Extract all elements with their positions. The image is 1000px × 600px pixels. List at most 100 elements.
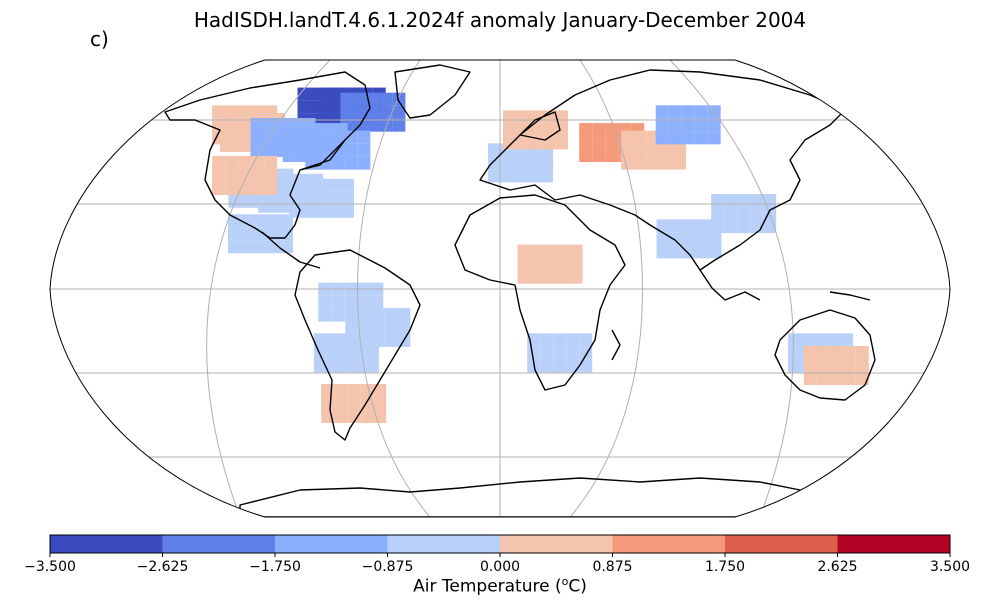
colorbar-tick-label: 3.500 xyxy=(929,559,971,575)
anomaly-cell-south-america xyxy=(384,334,398,347)
anomaly-cell-canada xyxy=(305,130,319,144)
anomaly-cell-south-america xyxy=(357,295,371,309)
anomaly-grid-cells xyxy=(212,87,869,423)
anomaly-cell-africa xyxy=(556,257,570,271)
anomaly-cell-southern-africa xyxy=(553,333,567,347)
anomaly-cell-south-america xyxy=(384,308,398,321)
anomaly-cell-mexico xyxy=(254,214,268,228)
anomaly-cell-canada xyxy=(318,130,332,144)
anomaly-cell-southern-africa xyxy=(527,346,541,360)
anomaly-cell-india xyxy=(708,219,722,233)
anomaly-cell-south-america xyxy=(358,321,372,334)
anomaly-cell-south-america xyxy=(358,308,372,321)
anomaly-cell-patagonia xyxy=(347,384,361,397)
anomaly-cell-africa xyxy=(530,257,544,271)
anomaly-cell-usa-west xyxy=(251,156,265,169)
anomaly-cell-russia xyxy=(647,156,661,170)
anomaly-cell-usa-west xyxy=(238,156,252,169)
anomaly-cell-mexico xyxy=(228,214,242,228)
anomaly-cell-siberia xyxy=(668,131,682,145)
colorbar-segment xyxy=(50,535,163,553)
anomaly-cell-south-america xyxy=(397,321,411,334)
anomaly-cell-north-america-arctic xyxy=(379,105,393,119)
anomaly-cell-southern-africa xyxy=(566,346,580,360)
anomaly-cell-russia xyxy=(592,123,606,137)
anomaly-cell-usa-west xyxy=(251,182,265,195)
anomaly-cell-canada xyxy=(318,143,332,157)
anomaly-cell-scandinavia xyxy=(528,136,542,150)
anomaly-cell-australia xyxy=(829,359,843,372)
anomaly-cell-india xyxy=(669,219,683,233)
anomaly-cell-mexico xyxy=(267,214,281,228)
anomaly-cell-south-america xyxy=(318,295,332,309)
anomaly-cell-australia xyxy=(788,359,802,373)
anomaly-cell-south-america xyxy=(371,308,385,321)
anomaly-cell-canada xyxy=(250,144,264,157)
anomaly-cell-south-america xyxy=(384,321,398,334)
colorbar-label: Air Temperature (oC) xyxy=(413,575,587,597)
anomaly-cell-usa xyxy=(328,178,342,192)
anomaly-cell-india xyxy=(656,245,670,259)
anomaly-cell-australia xyxy=(855,359,869,372)
anomaly-cell-australia xyxy=(803,372,817,385)
anomaly-cell-siberia xyxy=(655,131,669,145)
anomaly-cell-mexico xyxy=(280,214,294,228)
anomaly-cell-south-america xyxy=(318,308,332,322)
anomaly-cell-usa-west xyxy=(225,182,239,195)
anomaly-cell-india xyxy=(695,232,709,246)
anomaly-cell-south-america xyxy=(339,333,353,347)
colorbar-tick-label: 0.000 xyxy=(479,559,521,575)
anomaly-cell-south-america xyxy=(344,295,358,309)
anomaly-cell-mexico xyxy=(241,214,255,228)
graticule xyxy=(50,60,950,517)
colorbar-tick-label: 0.875 xyxy=(592,559,633,575)
anomaly-cell-russia xyxy=(634,143,648,157)
anomaly-cell-australia xyxy=(842,372,856,385)
colorbar-segment xyxy=(837,535,951,553)
anomaly-cell-russia xyxy=(660,156,674,170)
anomaly-cell-africa xyxy=(569,270,583,284)
anomaly-cell-usa-west xyxy=(238,169,252,182)
anomaly-cell-africa xyxy=(530,244,544,258)
anomaly-cell-scandinavia xyxy=(528,123,542,137)
anomaly-cell-india xyxy=(682,232,696,246)
anomaly-cell-usa-west xyxy=(264,169,278,182)
anomaly-cell-canada xyxy=(263,118,277,131)
anomaly-cell-europe xyxy=(527,156,541,170)
anomaly-cell-australia xyxy=(816,346,830,359)
anomaly-cell-siberia xyxy=(694,131,708,145)
colorbar-segment xyxy=(275,535,388,553)
anomaly-cell-australia xyxy=(855,372,869,385)
anomaly-cell-patagonia xyxy=(373,410,387,423)
anomaly-cell-patagonia xyxy=(334,397,348,410)
anomaly-cell-africa xyxy=(543,270,557,284)
anomaly-cell-india xyxy=(708,232,722,246)
anomaly-cell-southern-africa xyxy=(566,359,580,373)
anomaly-cell-canada xyxy=(331,156,345,170)
anomaly-cell-europe xyxy=(527,169,541,183)
anomaly-cell-india xyxy=(682,245,696,259)
anomaly-cell-canada xyxy=(357,156,371,170)
anomaly-cell-china xyxy=(737,220,751,233)
anomaly-cell-europe xyxy=(501,169,515,183)
anomaly-cell-europe xyxy=(488,143,502,157)
anomaly-cell-north-america-arctic xyxy=(310,87,324,101)
anomaly-cell-usa xyxy=(341,204,355,218)
anomaly-cell-patagonia xyxy=(360,410,374,423)
anomaly-cell-mexico xyxy=(267,240,281,254)
anomaly-cell-scandinavia xyxy=(515,136,529,150)
anomaly-cell-siberia xyxy=(655,118,669,132)
anomaly-cell-canada xyxy=(263,144,277,157)
anomaly-cell-africa xyxy=(569,257,583,271)
anomaly-cell-russia xyxy=(579,149,593,163)
anomaly-cell-china xyxy=(711,207,725,220)
anomaly-cell-north-america-arctic xyxy=(353,92,367,106)
anomaly-cell-south-america xyxy=(313,333,327,347)
anomaly-cell-patagonia xyxy=(334,384,348,397)
anomaly-cell-south-america xyxy=(326,346,340,360)
anomaly-cell-south-america xyxy=(331,308,345,322)
anomaly-cell-europe xyxy=(514,156,528,170)
anomaly-cell-canada xyxy=(344,156,358,170)
anomaly-cell-south-america xyxy=(326,359,340,373)
